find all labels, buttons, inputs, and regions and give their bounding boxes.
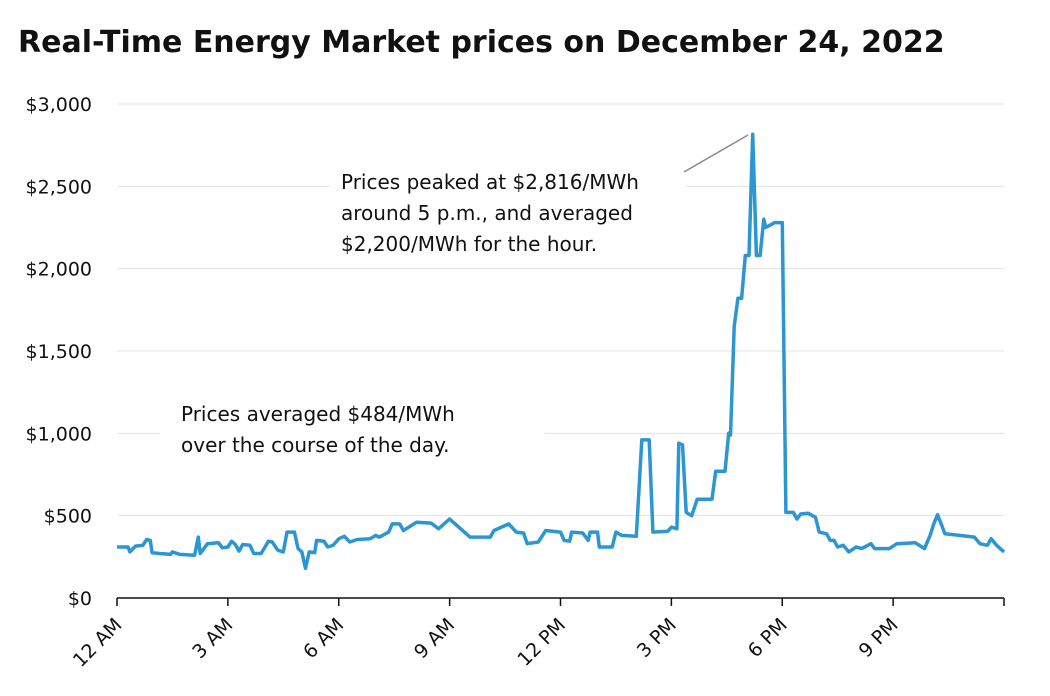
- y-tick-label: $500: [44, 506, 92, 528]
- annotation-box: [160, 393, 545, 467]
- x-tick-label: 3 PM: [633, 614, 681, 662]
- x-tick-label: 9 AM: [410, 614, 459, 663]
- annotation: Prices peaked at $2,816/MWh: [341, 170, 639, 194]
- y-tick-label: $2,500: [26, 176, 92, 198]
- annotation: $2,200/MWh for the hour.: [341, 232, 597, 256]
- x-tick-label: 12 PM: [513, 614, 570, 671]
- annotation: around 5 p.m., and averaged: [341, 201, 633, 225]
- x-tick-label: 9 PM: [855, 614, 903, 662]
- y-tick-label: $1,000: [26, 423, 92, 445]
- y-tick-label: $0: [68, 588, 92, 610]
- annotation-connector: [683, 134, 749, 173]
- annotation-box: [330, 160, 686, 264]
- chart-title: Real-Time Energy Market prices on Decemb…: [18, 25, 945, 60]
- annotation: over the course of the day.: [181, 433, 449, 457]
- x-tick-label: 6 PM: [744, 614, 792, 662]
- price-line: [117, 132, 1006, 571]
- y-tick-label: $3,000: [26, 94, 92, 116]
- x-tick-label: 3 AM: [188, 614, 237, 663]
- annotation: Prices averaged $484/MWh: [181, 402, 455, 426]
- y-tick-label: $2,000: [26, 259, 92, 281]
- y-tick-label: $1,500: [26, 341, 92, 363]
- x-tick-label: 12 AM: [69, 614, 127, 672]
- x-tick-label: 6 AM: [299, 614, 348, 663]
